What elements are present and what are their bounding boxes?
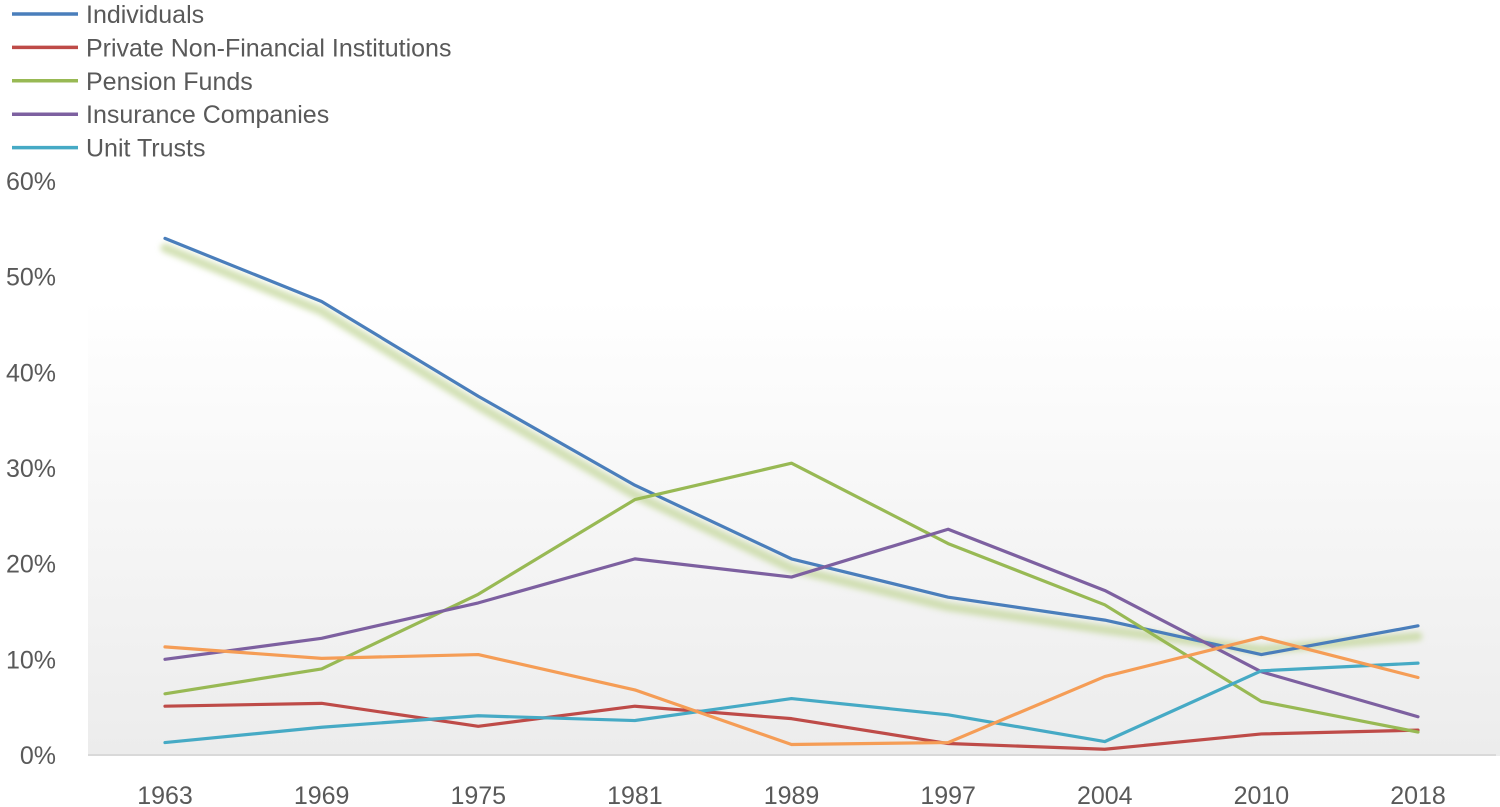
legend-label: Unit Trusts — [86, 135, 205, 163]
x-tick-label: 1997 — [920, 782, 976, 807]
series-line-unlabeled — [163, 635, 1420, 747]
legend-label: Individuals — [86, 1, 204, 29]
x-tick-label: 1989 — [764, 782, 820, 807]
series-line-pension-funds — [163, 461, 1420, 734]
y-tick-label: 30% — [6, 455, 56, 483]
series-line-unit-trusts — [163, 661, 1420, 745]
y-tick-label: 60% — [6, 168, 56, 196]
y-tick-label: 20% — [6, 551, 56, 579]
x-tick-label: 1975 — [450, 782, 506, 807]
legend-label: Insurance Companies — [86, 101, 329, 129]
x-tick-label: 1963 — [137, 782, 193, 807]
series-line-insurance-companies — [163, 527, 1420, 719]
x-tick-label: 2010 — [1234, 782, 1290, 807]
y-tick-label: 50% — [6, 264, 56, 292]
series-lines — [163, 236, 1420, 751]
x-tick-label: 1981 — [607, 782, 663, 807]
y-tick-label: 0% — [20, 742, 56, 770]
x-tick-label: 2004 — [1077, 782, 1133, 807]
legend-label: Pension Funds — [86, 68, 253, 96]
x-tick-label: 2018 — [1390, 782, 1446, 807]
x-axis: 1963 1969 1975 1981 1989 1997 2004 2010 2018 — [88, 754, 1496, 807]
x-tick-label: 1969 — [294, 782, 350, 807]
legend-label: Private Non-Financial Institutions — [86, 34, 451, 62]
y-tick-label: 10% — [6, 646, 56, 674]
y-tick-label: 40% — [6, 359, 56, 387]
legend: Individuals Private Non-Financial Institu… — [12, 1, 451, 163]
y-axis: 0% 10% 20% 30% 40% 50% 60% — [6, 168, 56, 770]
plot-area — [88, 300, 1500, 756]
series-line-private-non-financial-institutions — [163, 701, 1420, 751]
